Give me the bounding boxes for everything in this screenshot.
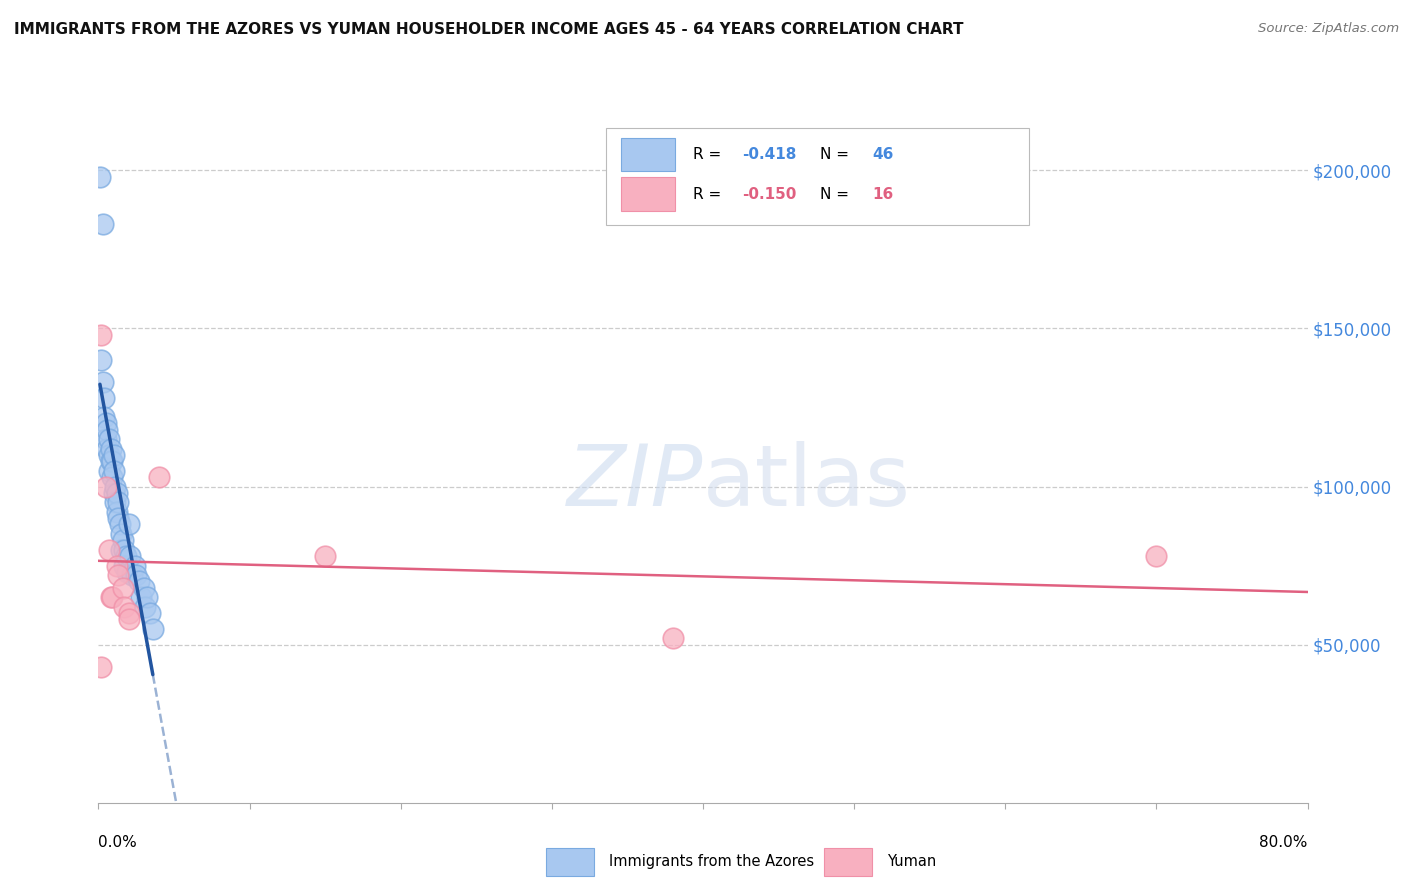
Point [110, 527, 132, 541]
Point [100, 454, 122, 468]
Point [1144, 549, 1167, 563]
Point [114, 549, 136, 563]
Point [115, 565, 138, 579]
Text: -0.418: -0.418 [742, 147, 796, 161]
Point [105, 505, 128, 519]
Point [90, 660, 112, 674]
Point [103, 448, 125, 462]
Point [111, 581, 134, 595]
Point [94, 479, 117, 493]
Point [110, 542, 132, 557]
Point [124, 558, 146, 573]
Point [103, 486, 125, 500]
Point [101, 470, 124, 484]
Point [93, 391, 115, 405]
Point [90, 327, 112, 342]
Text: Yuman: Yuman [887, 855, 936, 870]
Point [120, 549, 142, 563]
Point [112, 542, 135, 557]
Point [108, 517, 131, 532]
Text: 80.0%: 80.0% [1260, 836, 1308, 850]
Point [107, 568, 129, 582]
Point [111, 533, 134, 548]
Point [91, 375, 114, 389]
FancyBboxPatch shape [606, 128, 1029, 226]
Text: N =: N = [820, 186, 855, 202]
Point [125, 568, 148, 582]
Point [89, 169, 111, 184]
FancyBboxPatch shape [621, 178, 675, 211]
FancyBboxPatch shape [546, 848, 595, 876]
Point [98, 464, 121, 478]
Text: 0.0%: 0.0% [98, 836, 138, 850]
Point [105, 486, 128, 500]
Text: IMMIGRANTS FROM THE AZORES VS YUMAN HOUSEHOLDER INCOME AGES 45 - 64 YEARS CORREL: IMMIGRANTS FROM THE AZORES VS YUMAN HOUS… [14, 22, 963, 37]
Point [129, 591, 152, 605]
Point [101, 454, 124, 468]
Point [104, 479, 127, 493]
Point [98, 542, 121, 557]
Point [96, 442, 118, 456]
Point [118, 517, 141, 532]
Point [135, 591, 157, 605]
Point [105, 558, 128, 573]
Point [139, 606, 162, 620]
Point [134, 599, 156, 614]
Point [662, 632, 685, 646]
Point [94, 432, 117, 446]
Text: R =: R = [693, 186, 727, 202]
Text: ZIP: ZIP [567, 442, 703, 524]
FancyBboxPatch shape [621, 137, 675, 171]
Point [103, 464, 125, 478]
Point [148, 470, 170, 484]
Point [128, 574, 150, 589]
Point [98, 448, 121, 462]
Point [142, 622, 165, 636]
Text: Source: ZipAtlas.com: Source: ZipAtlas.com [1258, 22, 1399, 36]
Point [91, 217, 114, 231]
Point [98, 432, 121, 446]
Point [118, 606, 141, 620]
FancyBboxPatch shape [824, 848, 872, 876]
Point [132, 581, 155, 595]
Text: -0.150: -0.150 [742, 186, 796, 202]
Point [121, 568, 143, 582]
Point [314, 549, 336, 563]
Text: 46: 46 [872, 147, 894, 161]
Point [94, 417, 117, 431]
Point [112, 599, 135, 614]
Text: N =: N = [820, 147, 855, 161]
Point [100, 442, 122, 456]
Point [101, 591, 124, 605]
Point [107, 495, 129, 509]
Point [100, 591, 122, 605]
Point [118, 612, 141, 626]
Point [93, 409, 115, 424]
Text: R =: R = [693, 147, 727, 161]
Point [104, 495, 127, 509]
Point [112, 558, 135, 573]
Text: atlas: atlas [703, 442, 911, 524]
Point [90, 353, 112, 368]
Point [96, 423, 118, 437]
Point [107, 511, 129, 525]
Text: 16: 16 [872, 186, 894, 202]
Text: Immigrants from the Azores: Immigrants from the Azores [609, 855, 814, 870]
